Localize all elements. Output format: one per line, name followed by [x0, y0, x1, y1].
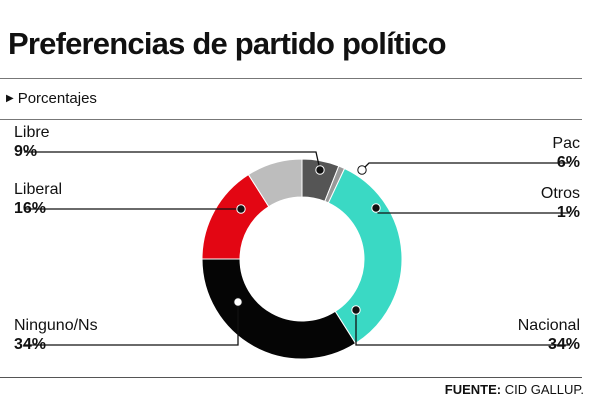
slice-value-libre: 9%	[14, 143, 37, 160]
page-title: Preferencias de partido político	[8, 26, 447, 61]
source-value: CID GALLUP.	[504, 382, 584, 397]
donut-slice-nacional	[327, 167, 403, 345]
title-divider	[0, 78, 582, 79]
slice-label-otros: Otros	[541, 185, 580, 202]
leader-dot-pac	[357, 165, 367, 175]
triangle-right-icon: ▶	[6, 93, 14, 104]
leader-dot-nacional	[351, 305, 361, 315]
slice-label-pac: Pac	[552, 135, 580, 152]
source-credit: FUENTE: CID GALLUP.	[445, 382, 584, 397]
slice-label-liberal: Liberal	[14, 181, 62, 198]
footer-divider	[0, 377, 582, 378]
leader-line-pac	[361, 162, 570, 171]
leader-line-ninguno-ns	[24, 302, 239, 346]
leader-line-nacional	[355, 310, 570, 346]
slice-value-ninguno-ns: 34%	[14, 336, 46, 353]
slice-value-liberal: 16%	[14, 200, 46, 217]
leader-line-otros	[375, 207, 570, 214]
leader-dot-libre	[315, 165, 325, 175]
leader-dot-ninguno-ns	[233, 297, 243, 307]
slice-value-nacional: 34%	[548, 336, 580, 353]
leader-line-libre	[24, 151, 321, 171]
slice-label-ninguno-ns: Ninguno/Ns	[14, 317, 98, 334]
donut-slice-libre	[247, 158, 303, 208]
subtitle-divider	[0, 119, 582, 120]
leader-dot-otros	[371, 203, 381, 213]
slice-label-nacional: Nacional	[518, 317, 580, 334]
chart-subtitle: ▶ Porcentajes	[6, 90, 97, 107]
leader-dot-liberal	[236, 204, 246, 214]
slice-label-libre: Libre	[14, 124, 50, 141]
donut-slice-ninguno-ns	[201, 258, 357, 360]
slice-value-otros: 1%	[557, 204, 580, 221]
source-label: FUENTE:	[444, 382, 502, 397]
chart-subtitle-text: Porcentajes	[17, 90, 97, 107]
slice-value-pac: 6%	[557, 154, 580, 171]
